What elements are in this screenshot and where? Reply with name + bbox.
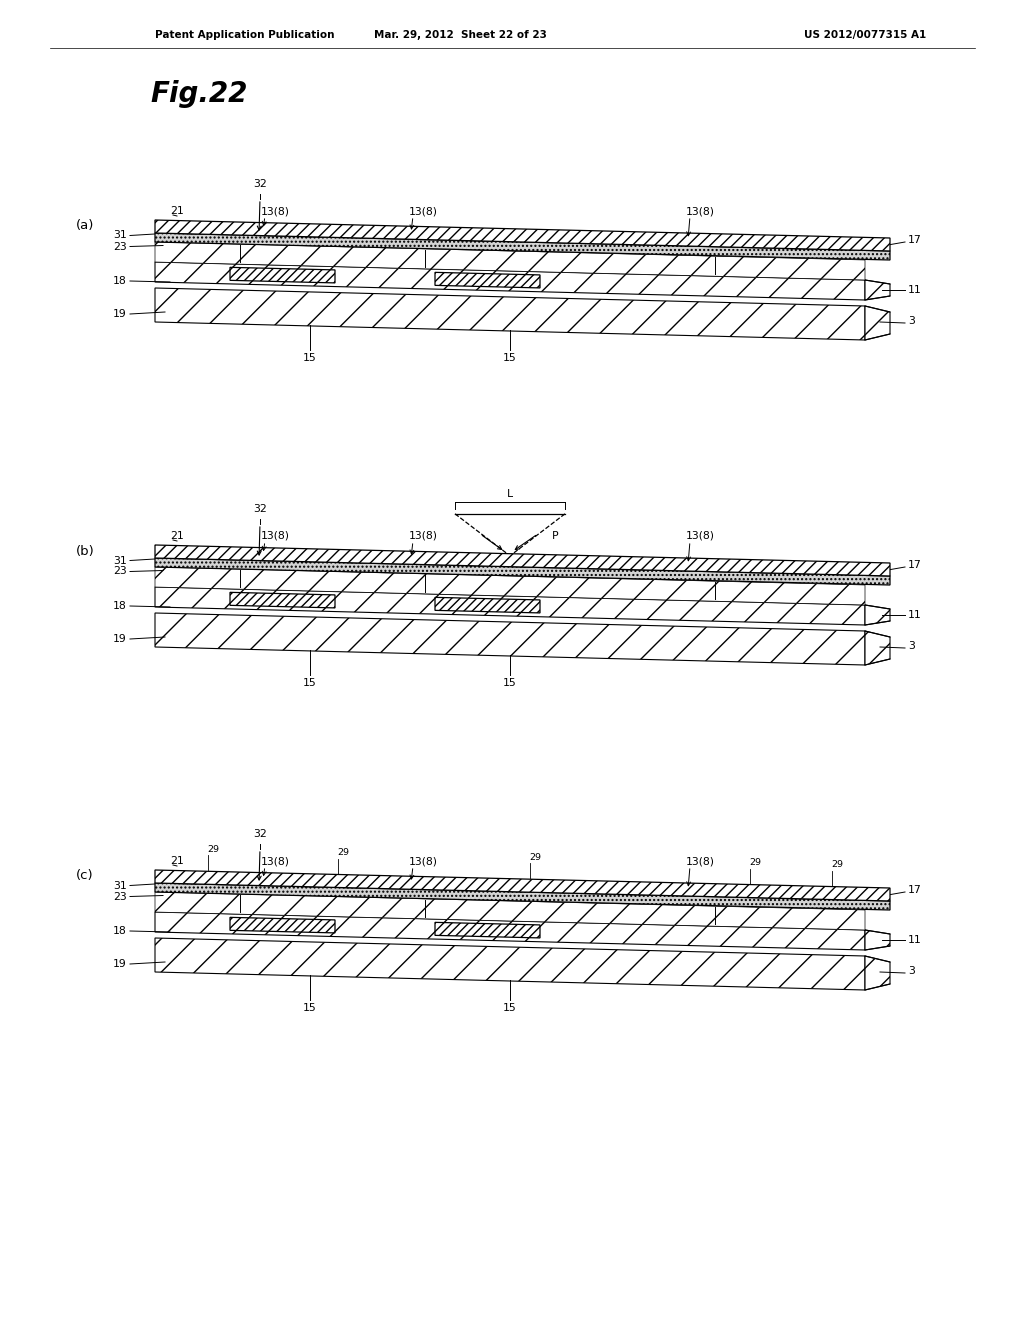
Text: 23: 23 <box>114 891 127 902</box>
Polygon shape <box>155 261 865 300</box>
Text: P: P <box>552 531 558 541</box>
Polygon shape <box>230 593 335 609</box>
Text: 15: 15 <box>503 352 517 363</box>
Text: 15: 15 <box>303 352 316 363</box>
Polygon shape <box>155 220 890 251</box>
Polygon shape <box>865 631 890 665</box>
Text: 13(8): 13(8) <box>409 531 437 541</box>
Text: L: L <box>507 488 513 499</box>
Text: 29: 29 <box>529 853 541 862</box>
Text: 17: 17 <box>908 235 922 246</box>
Polygon shape <box>155 612 865 665</box>
Text: 13(8): 13(8) <box>685 531 715 541</box>
Text: 3: 3 <box>908 966 914 975</box>
Text: 32: 32 <box>253 504 267 513</box>
Text: (a): (a) <box>76 219 94 232</box>
Polygon shape <box>230 917 335 933</box>
Text: Patent Application Publication: Patent Application Publication <box>155 30 335 40</box>
Text: 29: 29 <box>337 849 349 857</box>
Text: US 2012/0077315 A1: US 2012/0077315 A1 <box>804 30 926 40</box>
Polygon shape <box>155 288 865 341</box>
Text: 18: 18 <box>114 276 127 286</box>
Text: 31: 31 <box>114 880 127 891</box>
Text: 3: 3 <box>908 642 914 651</box>
Polygon shape <box>155 234 890 260</box>
Text: 19: 19 <box>114 960 127 969</box>
Text: 15: 15 <box>503 678 517 688</box>
Text: 13(8): 13(8) <box>685 855 715 866</box>
Text: 23: 23 <box>114 566 127 577</box>
Text: 13(8): 13(8) <box>260 855 290 866</box>
Polygon shape <box>155 242 865 280</box>
Text: (c): (c) <box>76 870 94 883</box>
Text: 17: 17 <box>908 884 922 895</box>
Text: 11: 11 <box>908 935 922 945</box>
Text: 13(8): 13(8) <box>260 206 290 216</box>
Text: 18: 18 <box>114 601 127 611</box>
Polygon shape <box>155 939 865 990</box>
Text: 13(8): 13(8) <box>409 206 437 216</box>
Text: 29: 29 <box>749 858 761 867</box>
Text: 11: 11 <box>908 610 922 620</box>
Text: 11: 11 <box>908 285 922 294</box>
Text: 15: 15 <box>303 1003 316 1012</box>
Polygon shape <box>155 870 890 902</box>
Text: 13(8): 13(8) <box>260 531 290 541</box>
Text: 32: 32 <box>253 829 267 840</box>
Text: 13(8): 13(8) <box>409 855 437 866</box>
Polygon shape <box>435 923 540 939</box>
Text: 29: 29 <box>207 845 219 854</box>
Polygon shape <box>435 598 540 612</box>
Polygon shape <box>155 587 865 624</box>
Text: 19: 19 <box>114 634 127 644</box>
Polygon shape <box>155 883 890 909</box>
Text: Fig.22: Fig.22 <box>150 81 248 108</box>
Text: 18: 18 <box>114 927 127 936</box>
Text: Mar. 29, 2012  Sheet 22 of 23: Mar. 29, 2012 Sheet 22 of 23 <box>374 30 547 40</box>
Text: 31: 31 <box>114 556 127 565</box>
Polygon shape <box>155 558 890 585</box>
Text: 19: 19 <box>114 309 127 319</box>
Text: 17: 17 <box>908 560 922 570</box>
Text: 31: 31 <box>114 231 127 240</box>
Polygon shape <box>435 272 540 288</box>
Text: 15: 15 <box>503 1003 517 1012</box>
Polygon shape <box>155 912 865 950</box>
Text: 3: 3 <box>908 315 914 326</box>
Text: (b): (b) <box>76 544 94 557</box>
Polygon shape <box>865 306 890 341</box>
Text: 21: 21 <box>170 855 184 866</box>
Polygon shape <box>865 956 890 990</box>
Text: 21: 21 <box>170 531 184 541</box>
Text: 23: 23 <box>114 242 127 252</box>
Text: 32: 32 <box>253 180 267 189</box>
Polygon shape <box>155 545 890 576</box>
Polygon shape <box>865 931 890 950</box>
Polygon shape <box>230 268 335 282</box>
Polygon shape <box>865 605 890 624</box>
Polygon shape <box>155 568 865 605</box>
Text: 15: 15 <box>303 678 316 688</box>
Polygon shape <box>155 892 865 931</box>
Text: 13(8): 13(8) <box>685 206 715 216</box>
Polygon shape <box>865 280 890 300</box>
Text: 21: 21 <box>170 206 184 216</box>
Text: 29: 29 <box>831 861 843 869</box>
